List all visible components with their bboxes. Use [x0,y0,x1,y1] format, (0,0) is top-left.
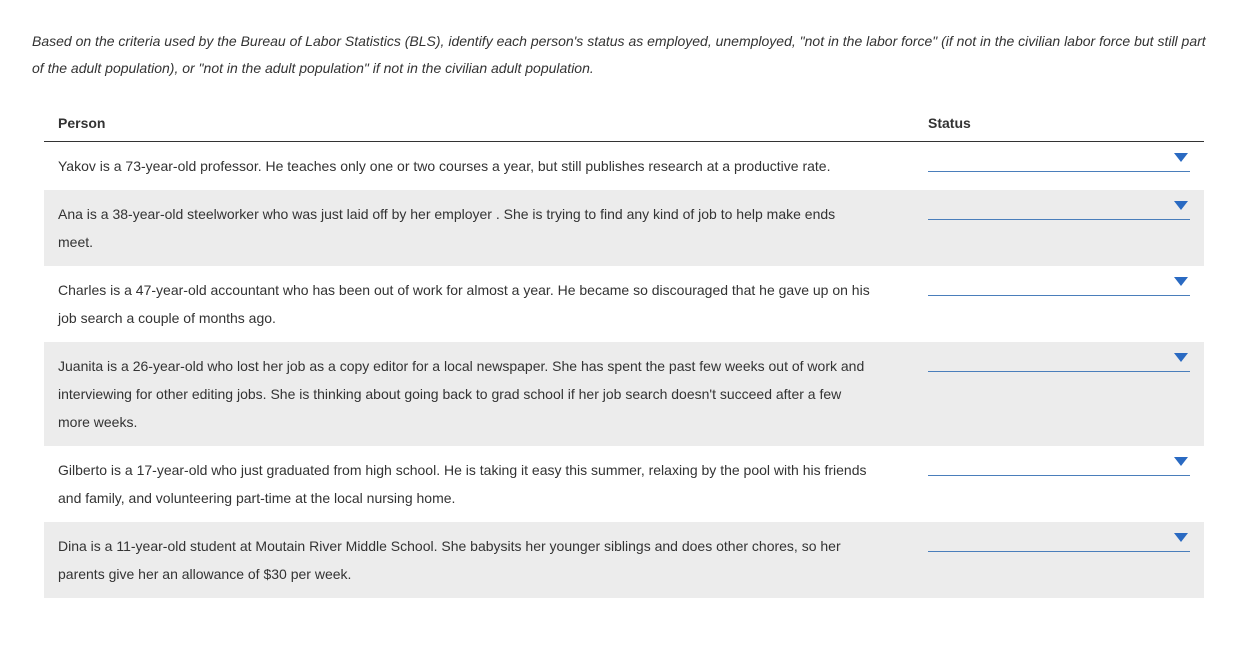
chevron-down-icon [1174,153,1188,162]
person-description: Yakov is a 73-year-old professor. He tea… [44,142,914,191]
status-dropdown[interactable] [928,274,1190,296]
table-header-row: Person Status [44,105,1204,142]
status-cell [914,266,1204,342]
status-dropdown[interactable] [928,454,1190,476]
status-dropdown[interactable] [928,198,1190,220]
column-header-status: Status [914,105,1204,142]
table-row: Ana is a 38-year-old steelworker who was… [44,190,1204,266]
person-description: Dina is a 11-year-old student at Moutain… [44,522,914,598]
table-row: Yakov is a 73-year-old professor. He tea… [44,142,1204,191]
status-dropdown[interactable] [928,350,1190,372]
person-description: Ana is a 38-year-old steelworker who was… [44,190,914,266]
chevron-down-icon [1174,457,1188,466]
chevron-down-icon [1174,533,1188,542]
chevron-down-icon [1174,201,1188,210]
status-cell [914,446,1204,522]
person-description: Gilberto is a 17-year-old who just gradu… [44,446,914,522]
status-dropdown[interactable] [928,530,1190,552]
status-cell [914,342,1204,446]
table-row: Charles is a 47-year-old accountant who … [44,266,1204,342]
status-dropdown[interactable] [928,150,1190,172]
question-prompt: Based on the criteria used by the Bureau… [32,28,1207,81]
person-description: Juanita is a 26-year-old who lost her jo… [44,342,914,446]
person-description: Charles is a 47-year-old accountant who … [44,266,914,342]
chevron-down-icon [1174,277,1188,286]
status-cell [914,522,1204,598]
chevron-down-icon [1174,353,1188,362]
table-row: Juanita is a 26-year-old who lost her jo… [44,342,1204,446]
table-row: Dina is a 11-year-old student at Moutain… [44,522,1204,598]
classification-table: Person Status Yakov is a 73-year-old pro… [44,105,1204,598]
table-row: Gilberto is a 17-year-old who just gradu… [44,446,1204,522]
status-cell [914,142,1204,191]
column-header-person: Person [44,105,914,142]
status-cell [914,190,1204,266]
